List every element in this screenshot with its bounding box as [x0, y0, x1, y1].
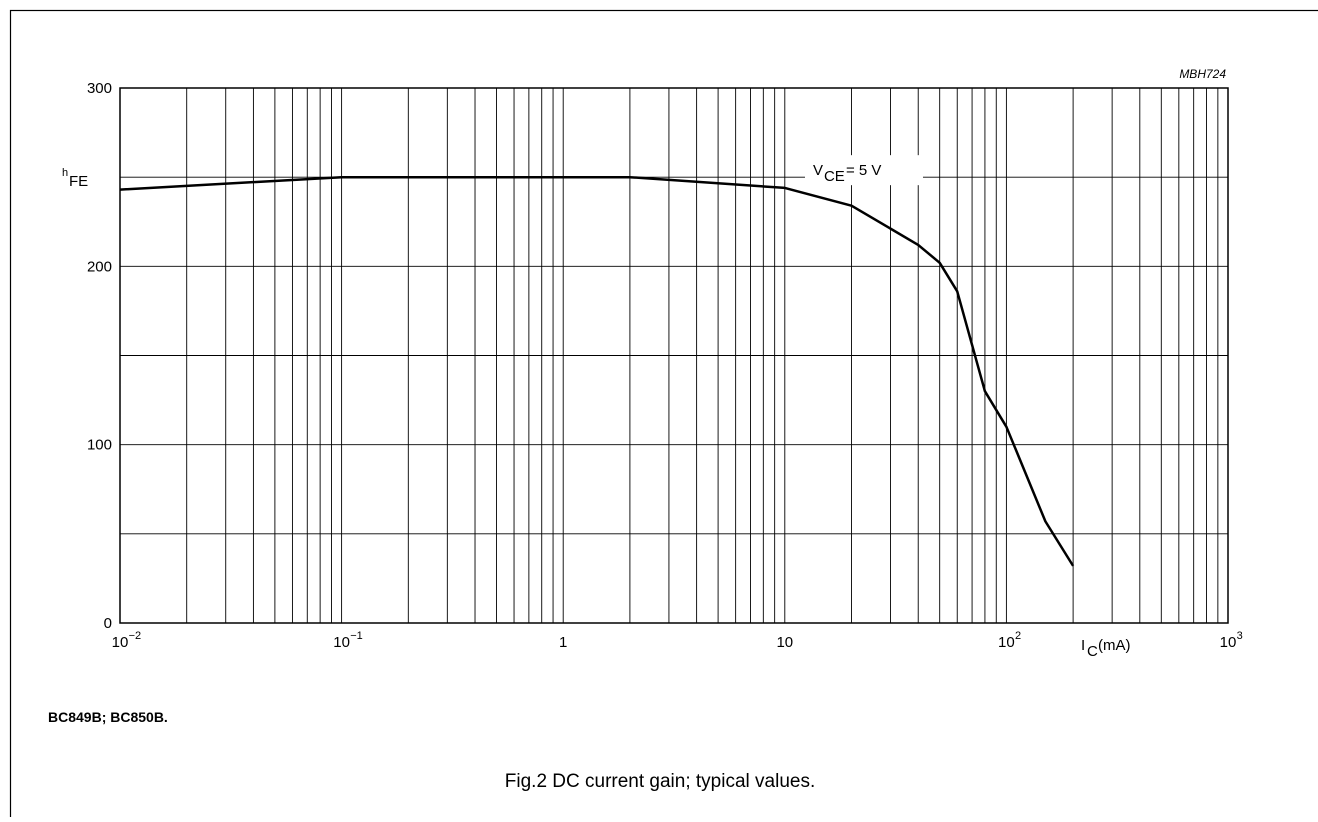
- figure-ref-code: MBH724: [1179, 67, 1226, 81]
- x-tick-label: 10−1: [333, 630, 362, 651]
- x-tick-base: 10: [998, 634, 1015, 651]
- annotation-main: V: [813, 162, 823, 179]
- page-border: [11, 11, 1318, 818]
- grid: [120, 88, 1228, 623]
- x-tick-base: 10: [1220, 634, 1237, 651]
- x-tick-exponent: −2: [129, 630, 142, 642]
- y-tick-labels: 0 100 200 300: [87, 80, 112, 632]
- x-tick-label: 10: [776, 634, 793, 651]
- x-tick-base: 1: [559, 634, 567, 651]
- annotation-subscript: CE: [824, 168, 845, 185]
- x-tick-exponent: −1: [350, 630, 363, 642]
- series-line-hfe: [120, 177, 1073, 566]
- y-tick-label: 0: [104, 615, 112, 632]
- x-label-unit: (mA): [1098, 637, 1131, 654]
- y-label-subscript: FE: [69, 173, 88, 190]
- x-tick-base: 10: [776, 634, 793, 651]
- x-tick-base: 10: [333, 634, 350, 651]
- x-label-subscript: C: [1087, 643, 1098, 660]
- x-label-main: I: [1081, 637, 1085, 654]
- y-label-main: h: [62, 167, 68, 179]
- y-tick-label: 100: [87, 437, 112, 454]
- figure-caption: Fig.2 DC current gain; typical values.: [505, 771, 815, 792]
- x-tick-base: 10: [112, 634, 129, 651]
- annotation-value: = 5 V: [846, 162, 881, 179]
- y-tick-label: 300: [87, 80, 112, 97]
- y-tick-label: 200: [87, 258, 112, 275]
- x-tick-label: 1: [559, 634, 567, 651]
- x-tick-label: 10−2: [112, 630, 141, 651]
- device-note: BC849B; BC850B.: [48, 709, 168, 725]
- x-tick-exponent: 3: [1237, 630, 1243, 642]
- x-tick-exponent: 2: [1015, 630, 1021, 642]
